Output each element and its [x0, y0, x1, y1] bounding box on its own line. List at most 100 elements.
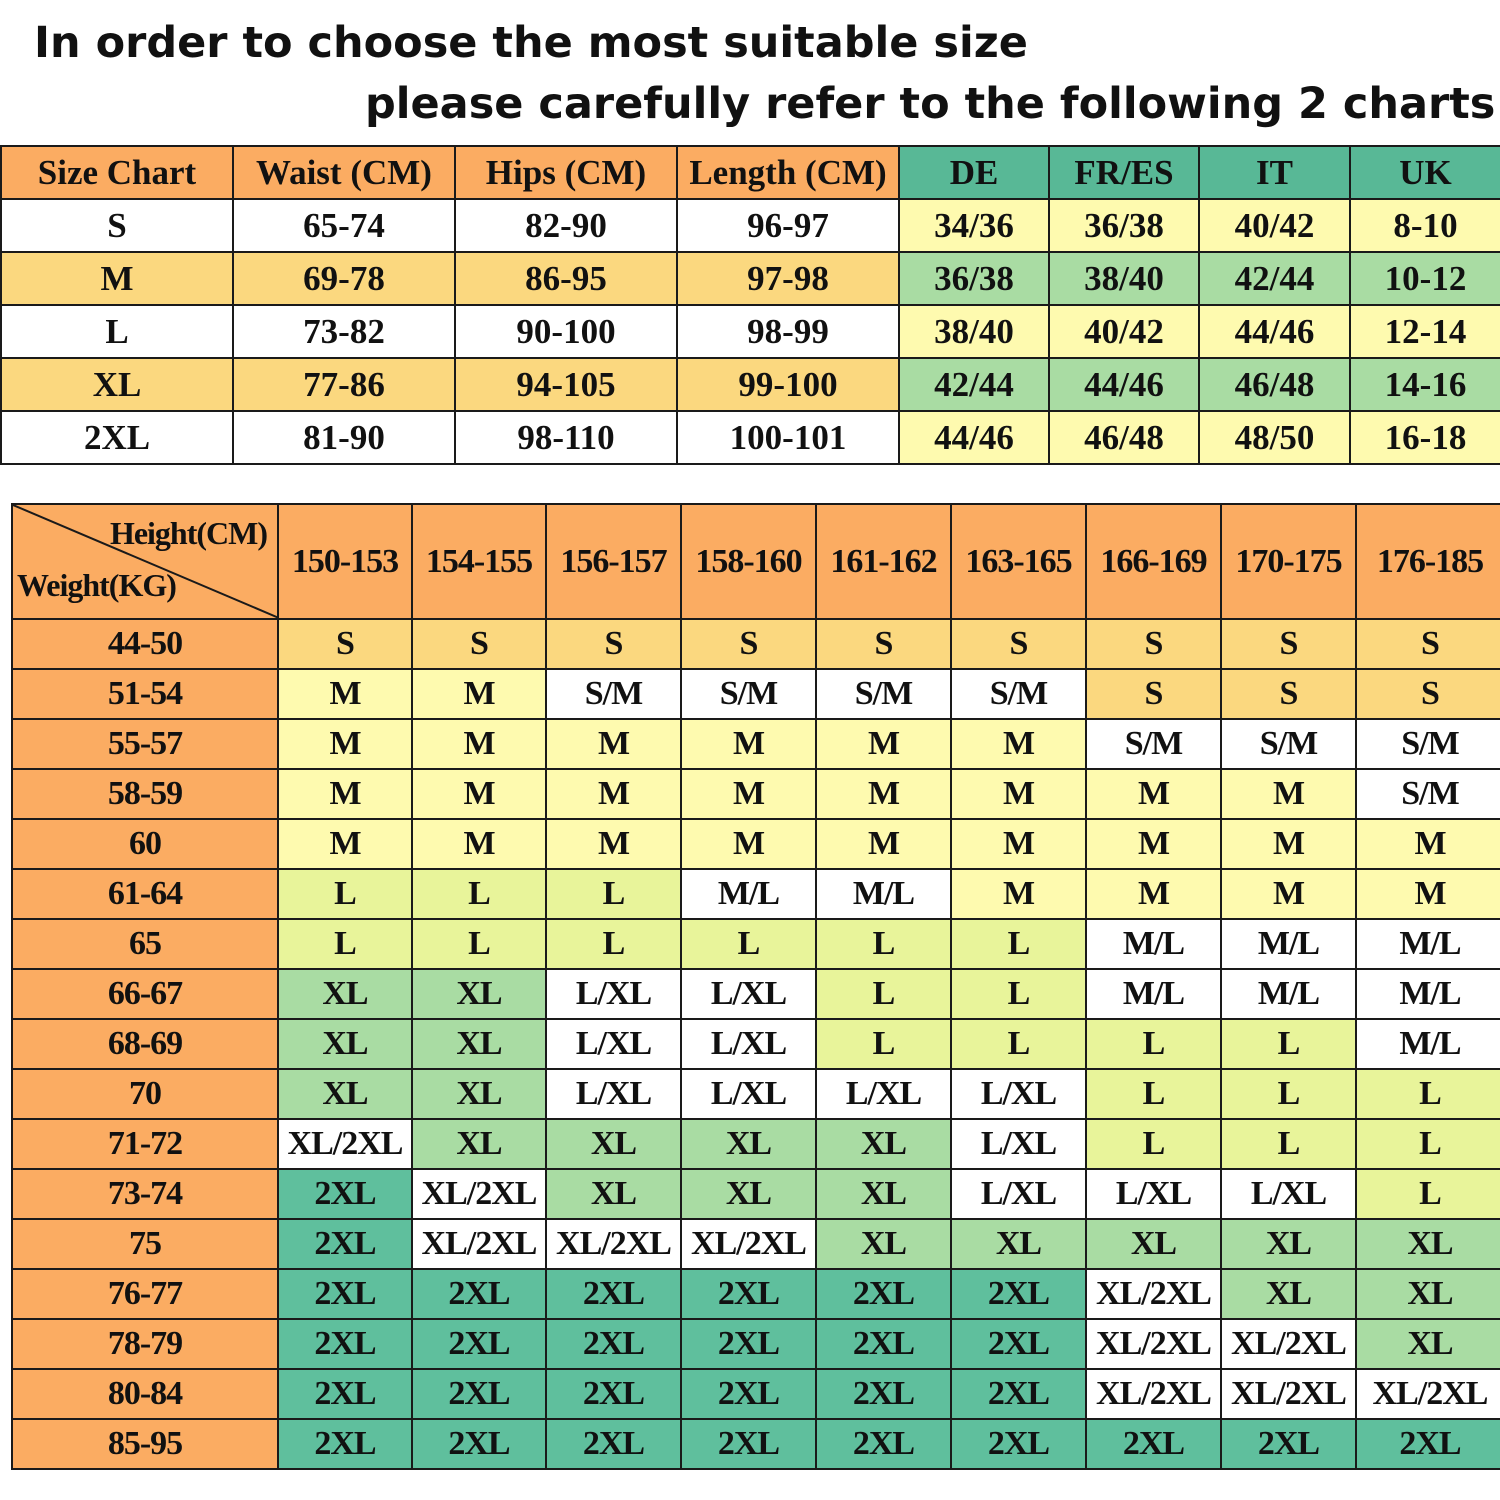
size-cell: S/M — [950, 668, 1087, 720]
size-cell: 2XL — [277, 1218, 413, 1270]
size-cell: L/XL — [950, 1168, 1087, 1220]
weight-header: 55-57 — [11, 718, 279, 770]
size-chart-cell: 40/42 — [1198, 198, 1351, 253]
size-chart-cell: 34/36 — [898, 198, 1050, 253]
size-cell: S — [1220, 668, 1357, 720]
weight-header: 66-67 — [11, 968, 279, 1020]
size-cell: M — [815, 718, 952, 770]
size-cell: L/XL — [1220, 1168, 1357, 1220]
size-cell: 2XL — [950, 1318, 1087, 1370]
size-cell: L/XL — [545, 968, 682, 1020]
heading-line-1: In order to choose the most suitable siz… — [34, 18, 1028, 68]
weight-row: 73-74 2XL XL/2XL XL XL XL L/XL L/XL L/XL L — [11, 1168, 1500, 1220]
size-cell: XL/2XL — [411, 1168, 547, 1220]
size-cell: 2XL — [815, 1418, 952, 1470]
weight-row: 65 L L L L L L M/L M/L M/L — [11, 918, 1500, 970]
size-cell: L — [1355, 1118, 1500, 1170]
size-chart-cell: 40/42 — [1048, 304, 1200, 359]
size-cell: L — [411, 868, 547, 920]
size-cell: XL — [815, 1168, 952, 1220]
size-cell: M — [545, 718, 682, 770]
size-cell: M — [950, 768, 1087, 820]
size-cell: XL/2XL — [1355, 1368, 1500, 1420]
size-chart-cell: 98-99 — [676, 304, 900, 359]
size-cell: 2XL — [950, 1418, 1087, 1470]
size-cell: 2XL — [680, 1368, 817, 1420]
height-axis-label: Height(CM) — [109, 515, 268, 551]
size-cell: XL/2XL — [277, 1118, 413, 1170]
size-cell: S — [545, 618, 682, 670]
size-cell: 2XL — [545, 1368, 682, 1420]
column-header: IT — [1198, 145, 1351, 200]
size-cell: 2XL — [1085, 1418, 1222, 1470]
size-cell: M/L — [815, 868, 952, 920]
size-chart-cell: 10-12 — [1349, 251, 1500, 306]
height-header: 163-165 — [950, 503, 1087, 620]
size-cell: S/M — [815, 668, 952, 720]
size-chart-cell: 73-82 — [232, 304, 456, 359]
size-cell: 2XL — [950, 1268, 1087, 1320]
size-chart-cell: 2XL — [0, 410, 234, 465]
size-chart-row: XL 77-86 94-105 99-100 42/44 44/46 46/48 14-16 — [0, 357, 1500, 412]
size-cell: L — [815, 1018, 952, 1070]
size-chart-cell: 48/50 — [1198, 410, 1351, 465]
size-cell: 2XL — [680, 1268, 817, 1320]
size-chart-cell: 86-95 — [454, 251, 678, 306]
weight-row: 60 M M M M M M M M M — [11, 818, 1500, 870]
size-chart-cell: 77-86 — [232, 357, 456, 412]
weight-row: 61-64 L L L M/L M/L M M M M — [11, 868, 1500, 920]
corner-cell: Height(CM) Weight(KG) — [11, 503, 279, 620]
size-cell: 2XL — [411, 1268, 547, 1320]
size-chart-cell: 46/48 — [1198, 357, 1351, 412]
size-chart-cell: 42/44 — [898, 357, 1050, 412]
column-header: UK — [1349, 145, 1500, 200]
size-cell: 2XL — [277, 1168, 413, 1220]
size-cell: XL — [1220, 1218, 1357, 1270]
size-chart-cell: L — [0, 304, 234, 359]
weight-header: 75 — [11, 1218, 279, 1270]
size-cell: M — [950, 868, 1087, 920]
size-cell: XL — [277, 1068, 413, 1120]
weight-row: 70 XL XL L/XL L/XL L/XL L/XL L L L — [11, 1068, 1500, 1120]
size-cell: XL — [277, 1018, 413, 1070]
size-chart-cell: 98-110 — [454, 410, 678, 465]
size-cell: L — [1085, 1118, 1222, 1170]
size-cell: S/M — [680, 668, 817, 720]
height-header: 156-157 — [545, 503, 682, 620]
weight-row: 76-77 2XL 2XL 2XL 2XL 2XL 2XL XL/2XL XL XL — [11, 1268, 1500, 1320]
size-cell: L — [1220, 1018, 1357, 1070]
size-chart-cell: 42/44 — [1198, 251, 1351, 306]
weight-header: 68-69 — [11, 1018, 279, 1070]
size-cell: L/XL — [680, 1018, 817, 1070]
size-chart-cell: 90-100 — [454, 304, 678, 359]
size-cell: M — [277, 818, 413, 870]
size-cell: XL/2XL — [411, 1218, 547, 1270]
size-cell: M — [1085, 868, 1222, 920]
size-cell: M — [411, 668, 547, 720]
size-cell: 2XL — [411, 1318, 547, 1370]
size-cell: S — [1355, 618, 1500, 670]
height-header-row: Height(CM) Weight(KG) 150-153 154-155 156-15… — [11, 503, 1500, 620]
weight-header: 44-50 — [11, 618, 279, 670]
column-header: Size Chart — [0, 145, 234, 200]
size-cell: XL — [1355, 1218, 1500, 1270]
size-cell: 2XL — [1220, 1418, 1357, 1470]
size-cell: XL — [277, 968, 413, 1020]
size-chart-cell: 65-74 — [232, 198, 456, 253]
size-chart-cell: 82-90 — [454, 198, 678, 253]
height-header: 154-155 — [411, 503, 547, 620]
size-cell: L — [1220, 1068, 1357, 1120]
size-chart-cell: 44/46 — [1198, 304, 1351, 359]
size-cell: XL — [1355, 1318, 1500, 1370]
size-chart-cell: 99-100 — [676, 357, 900, 412]
size-cell: M — [1220, 818, 1357, 870]
weight-header: 65 — [11, 918, 279, 970]
size-chart-cell: 81-90 — [232, 410, 456, 465]
size-cell: S — [1220, 618, 1357, 670]
size-cell: XL — [1085, 1218, 1222, 1270]
size-cell: XL — [815, 1218, 952, 1270]
size-cell: M — [1085, 768, 1222, 820]
size-cell: XL/2XL — [1085, 1268, 1222, 1320]
size-cell: XL — [680, 1168, 817, 1220]
size-cell: L — [277, 918, 413, 970]
